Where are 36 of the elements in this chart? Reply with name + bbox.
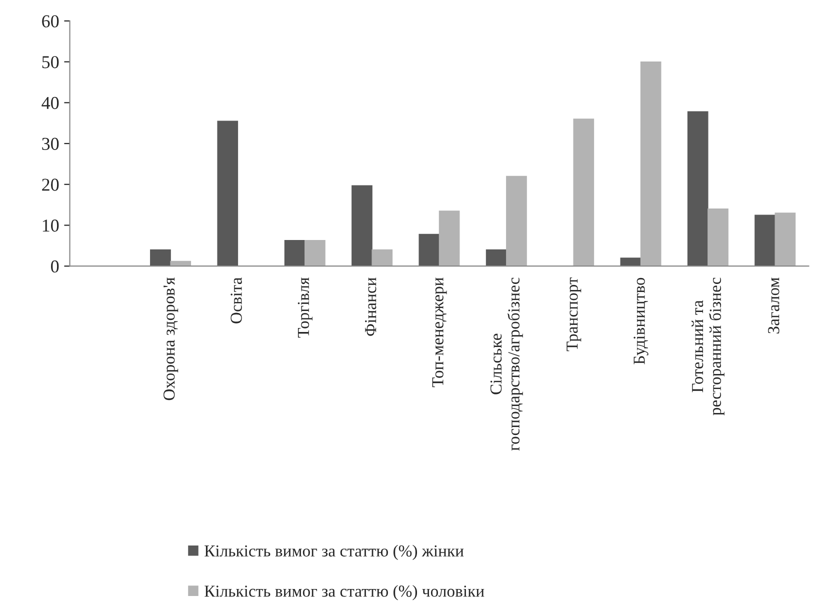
bar bbox=[284, 240, 306, 266]
x-tick-label: Сільське господарство/агробізнес bbox=[490, 278, 523, 451]
bar bbox=[372, 249, 393, 266]
x-tick-label: Транспорт bbox=[566, 277, 582, 352]
x-tick-label: Готельний та ресторанний бізнес bbox=[692, 278, 724, 416]
bar bbox=[620, 258, 642, 266]
bar bbox=[754, 214, 776, 266]
legend-label: Кількість вимог за статтю (%) жінки bbox=[204, 544, 464, 560]
y-tick-label: 10 bbox=[42, 220, 59, 232]
y-tick-label: 20 bbox=[42, 178, 59, 191]
y-tick-label: 30 bbox=[42, 138, 59, 150]
bar bbox=[217, 120, 238, 266]
bar bbox=[304, 240, 326, 266]
bar bbox=[640, 61, 662, 266]
x-tick-label: Торгівля bbox=[298, 278, 312, 338]
bar bbox=[418, 234, 440, 266]
y-tick-label: 40 bbox=[42, 96, 59, 110]
x-tick-label: Топ-менеджери bbox=[432, 278, 447, 388]
bar bbox=[150, 249, 171, 266]
y-tick-label: 50 bbox=[42, 56, 59, 68]
x-tick-label: Загалом bbox=[768, 278, 780, 334]
bar bbox=[573, 118, 594, 266]
bar bbox=[774, 212, 796, 266]
x-tick-label: Будівництво bbox=[634, 278, 648, 364]
x-tick-label: Освіта bbox=[230, 277, 242, 324]
bar bbox=[438, 210, 460, 266]
bar bbox=[486, 249, 507, 266]
bar bbox=[687, 111, 708, 266]
bar bbox=[506, 176, 527, 266]
x-tick-label: Фінанси bbox=[365, 278, 376, 336]
y-tick-label: 60 bbox=[42, 15, 59, 28]
bar bbox=[352, 185, 372, 266]
y-tick-label: 0 bbox=[51, 260, 59, 273]
bar bbox=[708, 208, 728, 266]
legend-label: Кількість вимог за статтю (%) чоловіки bbox=[204, 585, 484, 600]
x-tick-label: Охорона здоров'я bbox=[164, 278, 178, 400]
